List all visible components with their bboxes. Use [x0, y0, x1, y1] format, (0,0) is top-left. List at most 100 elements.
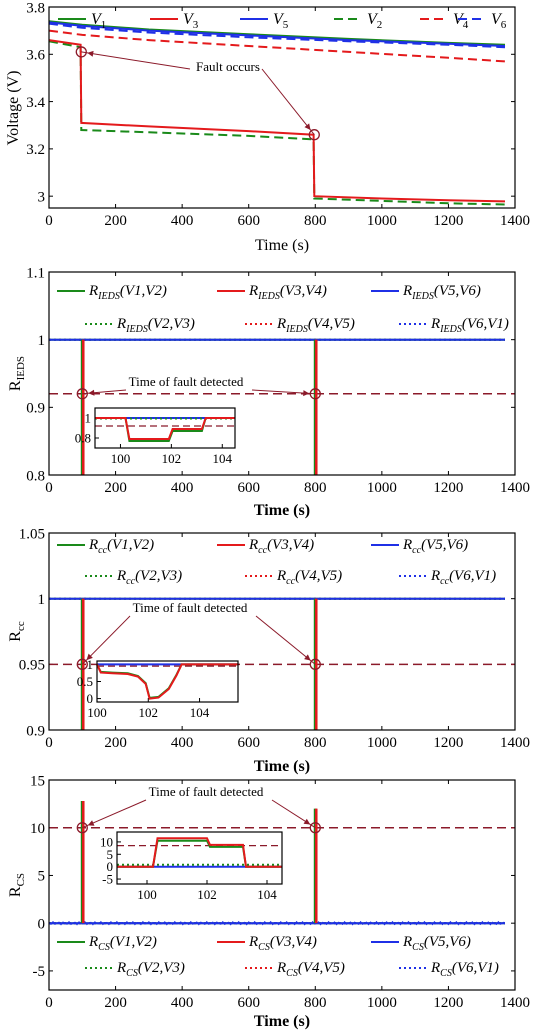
x-tick-label: 800 — [304, 213, 327, 229]
frame-cc — [48, 532, 516, 731]
annotation-marker — [76, 822, 88, 834]
x-tick-label: 1200 — [433, 480, 463, 496]
legend-label: Rcc(V5,V6) — [402, 537, 468, 556]
legend-label: Rcc(V2,V3) — [116, 568, 182, 587]
x-tick-label: 1200 — [433, 735, 463, 751]
legend-label: RIEDS(V1,V2) — [88, 283, 167, 302]
x-tick-label: 600 — [237, 213, 260, 229]
inset-series — [95, 417, 235, 440]
y-tick-label: 1 — [85, 411, 92, 426]
annotation-arrowhead — [304, 654, 311, 661]
frame-CS — [48, 779, 516, 991]
annotation-arrow — [261, 68, 315, 136]
x-tick-label: 102 — [197, 887, 217, 902]
panel-cc: 0 200 400 600 800 1000 1200 14000.90.9511.05Rcc… — [7, 526, 530, 775]
y-tick-label: 0 — [87, 691, 94, 706]
annotation-text: Fault occurs — [196, 59, 260, 74]
voltage-panel: 0 200 400 600 800 1000 1200 1400 3 3.2 3.4 3.6 3.8 V1… — [5, 0, 530, 254]
annotation-marker — [75, 46, 87, 58]
legend-label: V1 — [91, 11, 106, 31]
x-tick-label: 1000 — [367, 480, 397, 496]
y-tick-label: 3.2 — [26, 142, 45, 158]
legend-label: RIEDS(V4,V5) — [276, 316, 355, 335]
x-tick-label: 102 — [139, 705, 159, 720]
annotation-arrow — [255, 615, 316, 665]
legend-label: V5 — [273, 11, 289, 31]
x-tick-label: 104 — [213, 451, 233, 466]
annotation-arrowhead — [303, 390, 310, 397]
series-V3 — [48, 39, 506, 203]
y-tick-label: 0.5 — [77, 674, 93, 689]
annotation-arrowhead — [304, 123, 311, 130]
x-tick-label: 0 — [45, 213, 53, 229]
annotation-arrow — [81, 51, 191, 70]
y-tick-label: 1 — [38, 333, 46, 349]
x-tick-label: 800 — [304, 480, 327, 496]
annotation-arrowhead — [87, 50, 94, 57]
y-tick-label: 3.6 — [26, 48, 45, 64]
x-tick-label: 400 — [171, 213, 194, 229]
y-tick-label: 0.9 — [26, 723, 45, 739]
x-axis-label: Time (s) — [254, 502, 310, 519]
legend-label: RIEDS(V5,V6) — [402, 283, 481, 302]
legend-label: RCS(V1,V2) — [88, 934, 157, 953]
x-tick-label: 1400 — [500, 213, 530, 229]
y-tick-label: 3.4 — [26, 95, 45, 111]
inset-IEDS: 100 102 104 0.8 1 — [75, 407, 236, 466]
legend-label: RIEDS(V2,V3) — [116, 316, 195, 335]
x-axis-label: Time (s) — [255, 237, 309, 254]
annotation-arrowhead — [87, 820, 95, 826]
y-tick-label: 0.95 — [19, 658, 45, 674]
noise-trace — [48, 920, 505, 926]
y-tick-label: 10 — [30, 821, 45, 837]
y-axis-label: Voltage (V) — [5, 71, 22, 146]
annotation-marker — [76, 658, 88, 670]
legend-label: RCS(V4,V5) — [276, 960, 345, 979]
x-tick-label: 600 — [237, 480, 260, 496]
x-tick-label: 100 — [137, 887, 157, 902]
y-tick-label: 1 — [38, 592, 46, 608]
frame-IEDS — [48, 271, 516, 476]
series-V5 — [48, 21, 506, 47]
inset-frame — [96, 660, 239, 703]
legend-label: Rcc(V4,V5) — [276, 568, 342, 587]
annotation-arrowhead — [88, 389, 95, 396]
x-tick-label: 200 — [104, 735, 127, 751]
legend-label: RIEDS(V6,V1) — [430, 316, 509, 335]
panel-IEDS: 0 200 400 600 800 1000 1200 1400 0.8 0.9 1 1.1 RIEDS… — [7, 265, 530, 519]
inset-frame — [94, 407, 236, 449]
x-tick-label: 200 — [104, 213, 127, 229]
x-axis-label: Time (s) — [254, 1013, 310, 1030]
voltage-frame — [48, 6, 516, 209]
series-V6 — [48, 22, 506, 49]
x-tick-label: 1400 — [500, 995, 530, 1011]
y-tick-label: 5 — [38, 869, 46, 885]
series-V4 — [48, 29, 506, 63]
x-tick-label: 102 — [162, 451, 182, 466]
legend-label: RCS(V2,V3) — [116, 960, 185, 979]
legend-label: V2 — [367, 11, 382, 31]
legend-label: V6 — [491, 11, 507, 31]
x-tick-label: 200 — [104, 995, 127, 1011]
y-tick-label: -5 — [33, 964, 46, 980]
annotation-text: Time of fault detected — [149, 784, 264, 799]
x-tick-label: 0 — [45, 995, 53, 1011]
legend-label: Rcc(V3,V4) — [248, 537, 314, 556]
annotation-text: Time of fault detected — [133, 600, 248, 615]
y-tick-label: 0.8 — [75, 431, 91, 446]
inset-cc: 100 102 104 0 0.5 1 — [77, 657, 239, 720]
x-tick-label: 800 — [304, 995, 327, 1011]
panel-CS: 0 200 400 600 800 1000 1200 1400-5051015RCS(V1,… — [7, 773, 530, 1030]
inset-frame — [116, 831, 283, 885]
y-tick-label: 0.8 — [26, 468, 45, 484]
x-tick-label: 600 — [237, 995, 260, 1011]
x-tick-label: 400 — [171, 735, 194, 751]
y-tick-label: 3 — [38, 189, 46, 205]
legend-label: RCS(V5,V6) — [402, 934, 471, 953]
x-tick-label: 600 — [237, 735, 260, 751]
x-tick-label: 1000 — [367, 213, 397, 229]
legend-label: RCS(V6,V1) — [430, 960, 499, 979]
x-tick-label: 1000 — [367, 735, 397, 751]
y-tick-label: 1.05 — [19, 526, 45, 542]
